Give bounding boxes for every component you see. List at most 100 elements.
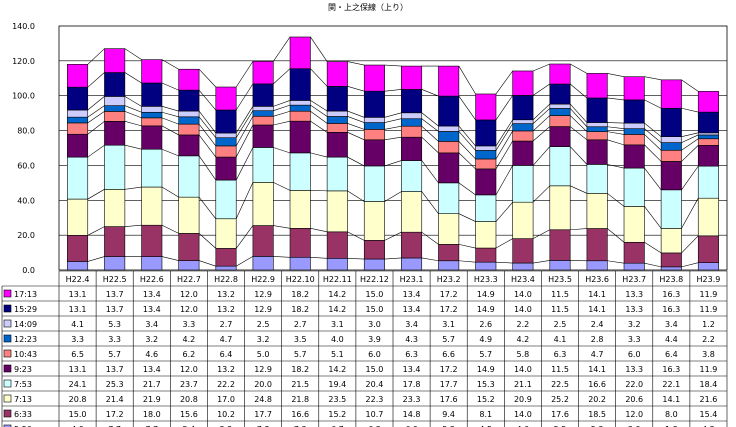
- data-table-cell: 12.9: [254, 290, 272, 299]
- bar-segment: [289, 256, 311, 271]
- data-table-cell: 4.5: [479, 425, 492, 427]
- x-tick-label: H22.9: [251, 275, 275, 284]
- series-connector: [421, 257, 439, 262]
- data-table-cell: 14.0: [514, 365, 532, 374]
- series-connector: [124, 72, 142, 84]
- data-table-cell: 14.2: [328, 365, 346, 374]
- bar-segment: [623, 144, 645, 169]
- data-table-cell: 13.2: [217, 290, 235, 299]
- series-connector: [421, 231, 439, 245]
- data-table-cell: 3.8: [702, 350, 715, 359]
- y-tick-label: 20.0: [17, 231, 35, 240]
- data-table-cell: 7.7: [145, 425, 158, 427]
- data-table-cell: 4.9: [479, 335, 492, 344]
- bar-segment: [623, 99, 645, 124]
- data-table-cell: 21.4: [106, 395, 124, 404]
- series-connector: [273, 182, 291, 191]
- series-connector: [495, 140, 513, 170]
- series-connector: [644, 76, 662, 81]
- data-table-cell: 17.8: [403, 380, 421, 389]
- bar-segment: [549, 63, 571, 85]
- bar-segment: [660, 79, 682, 109]
- series-connector: [421, 89, 439, 97]
- data-table-cell: 19.4: [328, 380, 346, 389]
- legend-swatch: [3, 319, 12, 328]
- bar-segment: [512, 119, 534, 124]
- x-tick-label: H23.2: [437, 275, 461, 284]
- data-table-cell: 14.9: [477, 305, 495, 314]
- chart-title: 関・上之保線（上り）: [328, 3, 408, 12]
- series-connector: [569, 115, 588, 132]
- series-connector: [273, 110, 291, 117]
- legend-swatch: [3, 289, 12, 298]
- data-table-cell: 21.9: [143, 395, 161, 404]
- bar-segment: [660, 252, 682, 268]
- series-connector: [235, 116, 254, 147]
- bar-segment: [438, 260, 460, 271]
- series-connector: [273, 147, 291, 154]
- data-table-cell: 16.3: [662, 305, 680, 314]
- data-table-cell: 13.3: [625, 305, 643, 314]
- bar-segment: [401, 65, 423, 90]
- data-table-cell: 21.8: [291, 395, 309, 404]
- bar-segment: [401, 231, 423, 259]
- bar-segment: [141, 125, 163, 150]
- series-connector: [87, 256, 105, 262]
- data-table-cell: 21.6: [700, 395, 718, 404]
- data-table-cell: 3.2: [145, 335, 158, 344]
- bar-segment: [697, 145, 719, 167]
- series-connector: [310, 104, 328, 117]
- bar-segment: [475, 145, 497, 151]
- series-connector: [347, 156, 365, 167]
- data-table-cell: 15.6: [180, 410, 198, 419]
- data-table-cell: 14.0: [514, 305, 532, 314]
- series-connector: [347, 132, 365, 141]
- data-table-cell: 15.4: [700, 410, 718, 419]
- bar-segment: [438, 213, 460, 245]
- bar-segment: [512, 123, 534, 132]
- series-connector: [458, 141, 476, 160]
- series-connector: [570, 228, 587, 231]
- series-connector: [644, 206, 662, 229]
- bar-segment: [586, 97, 608, 123]
- bar-segment: [363, 90, 385, 118]
- data-table-cell: 14.2: [328, 290, 346, 299]
- bar-segment: [586, 139, 608, 165]
- legend-swatch: [3, 394, 12, 403]
- series-connector: [161, 117, 179, 125]
- x-tick-label: H22.5: [103, 275, 127, 284]
- data-table-cell: 18.4: [700, 380, 718, 389]
- data-table-cell: 3.3: [71, 335, 84, 344]
- bar-segment: [252, 182, 274, 226]
- bar-segment: [67, 64, 89, 88]
- x-tick-label: H22.7: [177, 275, 201, 284]
- series-connector: [570, 126, 588, 141]
- bar-segment: [289, 68, 311, 101]
- series-connector: [198, 196, 217, 219]
- series-connector: [235, 124, 254, 158]
- bar-segment: [215, 265, 237, 271]
- series-connector: [532, 63, 550, 72]
- series-connector: [161, 148, 179, 157]
- data-table-cell: 3.9: [628, 425, 641, 427]
- x-tick-label: H23.8: [659, 275, 683, 284]
- bar-segment: [67, 156, 89, 200]
- bar-segment: [252, 115, 274, 126]
- data-table-cell: 13.7: [106, 290, 124, 299]
- series-connector: [235, 182, 254, 219]
- bar-segment: [438, 182, 460, 215]
- x-tick-label: H23.9: [697, 275, 721, 284]
- series-connector: [161, 106, 179, 112]
- series-connector: [198, 233, 216, 249]
- data-table-cell: 14.1: [662, 395, 680, 404]
- series-connector: [198, 123, 217, 147]
- bar-segment: [549, 185, 571, 231]
- bar-segment: [363, 258, 385, 271]
- legend-label: 7:53: [14, 380, 32, 389]
- data-table-cell: 14.9: [477, 290, 495, 299]
- data-table-cell: 7.3: [294, 425, 307, 427]
- series-connector: [198, 134, 217, 158]
- bar-segment: [252, 110, 274, 117]
- bar-segment: [252, 124, 274, 148]
